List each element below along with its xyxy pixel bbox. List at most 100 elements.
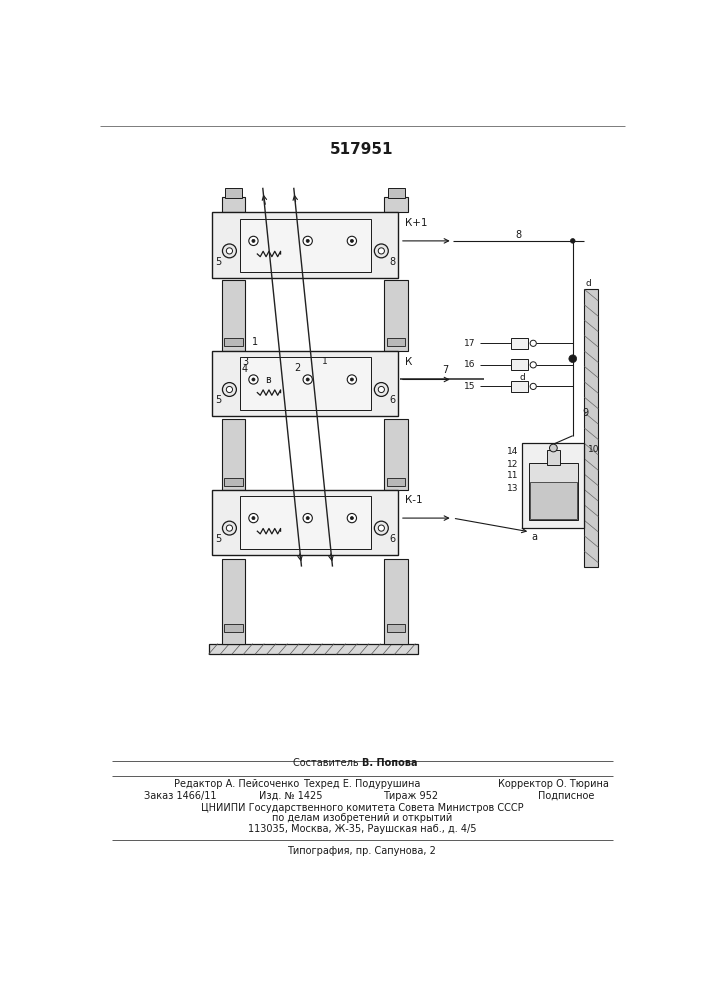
Circle shape (306, 517, 309, 520)
Text: Изд. № 1425: Изд. № 1425 (259, 791, 322, 801)
Text: Техред Е. Подурушина: Техред Е. Подурушина (303, 779, 421, 789)
Text: 8: 8 (515, 230, 522, 240)
Circle shape (351, 239, 354, 242)
Text: 113035, Москва, Ж-35, Раушская наб., д. 4/5: 113035, Москва, Ж-35, Раушская наб., д. … (247, 824, 477, 834)
Circle shape (252, 517, 255, 520)
Text: Корректор О. Тюрина: Корректор О. Тюрина (498, 779, 609, 789)
Circle shape (351, 378, 354, 381)
Text: 6: 6 (389, 395, 395, 405)
Circle shape (303, 375, 312, 384)
Bar (529, 463, 578, 520)
Circle shape (249, 236, 258, 246)
Text: 12: 12 (507, 460, 518, 469)
Text: 6: 6 (389, 534, 395, 544)
Text: К: К (404, 357, 411, 367)
Circle shape (378, 386, 385, 393)
Text: 5: 5 (216, 534, 222, 544)
Circle shape (303, 513, 312, 523)
Bar (224, 624, 243, 632)
Text: В. Попова: В. Попова (362, 758, 417, 768)
Bar (224, 478, 243, 486)
Circle shape (374, 244, 388, 258)
Circle shape (530, 340, 537, 346)
Bar (387, 624, 405, 632)
Bar (387, 188, 404, 198)
Bar (212, 490, 398, 555)
Circle shape (223, 244, 236, 258)
Bar (240, 496, 371, 549)
Bar (224, 338, 243, 346)
Bar (212, 351, 398, 416)
Bar (240, 357, 371, 410)
Text: 11: 11 (507, 471, 518, 480)
Text: a: a (531, 532, 537, 542)
Circle shape (378, 248, 385, 254)
Text: 10: 10 (588, 445, 599, 454)
Text: Составитель: Составитель (293, 758, 362, 768)
Text: d: d (520, 373, 525, 382)
Bar (547, 450, 559, 465)
Circle shape (306, 378, 309, 381)
Circle shape (226, 525, 233, 531)
Circle shape (249, 513, 258, 523)
Circle shape (306, 239, 309, 242)
Circle shape (374, 383, 388, 396)
Text: 9: 9 (582, 408, 588, 418)
Circle shape (252, 239, 255, 242)
Text: 15: 15 (464, 382, 476, 391)
Circle shape (249, 375, 258, 384)
Text: 1: 1 (322, 357, 327, 366)
Circle shape (223, 383, 236, 396)
Bar (222, 419, 245, 490)
Bar (222, 559, 245, 644)
Text: 1: 1 (252, 337, 258, 347)
Text: Тираж 952: Тираж 952 (383, 791, 438, 801)
Text: 5: 5 (216, 257, 222, 267)
Bar (225, 188, 242, 198)
Circle shape (347, 236, 356, 246)
Bar (385, 280, 408, 351)
Circle shape (252, 378, 255, 381)
Text: Редактор А. Пейсоченко: Редактор А. Пейсоченко (174, 779, 299, 789)
Bar (240, 219, 371, 272)
Circle shape (374, 521, 388, 535)
Text: 8: 8 (389, 257, 395, 267)
Text: 14: 14 (507, 447, 518, 456)
Text: ЦНИИПИ Государственного комитета Совета Министров СССР: ЦНИИПИ Государственного комитета Совета … (201, 803, 523, 813)
Text: 517951: 517951 (330, 142, 394, 157)
Bar (510, 381, 528, 392)
Circle shape (571, 239, 575, 243)
Text: в: в (265, 375, 271, 385)
Circle shape (223, 521, 236, 535)
Circle shape (347, 513, 356, 523)
Text: 2: 2 (295, 363, 300, 373)
Text: 13: 13 (507, 484, 518, 493)
Bar (387, 478, 405, 486)
Text: Заказ 1466/11: Заказ 1466/11 (144, 791, 216, 801)
Text: 3: 3 (242, 357, 248, 367)
Text: 16: 16 (464, 360, 476, 369)
Text: Подписное: Подписное (538, 791, 595, 801)
Text: К-1: К-1 (404, 495, 422, 505)
Bar (530, 482, 577, 519)
Circle shape (303, 236, 312, 246)
Circle shape (569, 355, 577, 363)
Circle shape (226, 386, 233, 393)
Circle shape (351, 517, 354, 520)
Text: 17: 17 (464, 339, 476, 348)
Text: по делам изобретений и открытий: по делам изобретений и открытий (271, 813, 452, 823)
Bar (385, 419, 408, 490)
Text: Типография, пр. Сапунова, 2: Типография, пр. Сапунова, 2 (288, 846, 436, 856)
Text: К+1: К+1 (404, 218, 427, 228)
Bar (522, 443, 585, 528)
Circle shape (530, 362, 537, 368)
Text: d: d (585, 279, 591, 288)
Bar (510, 338, 528, 349)
Bar (585, 289, 598, 567)
Bar (387, 338, 405, 346)
Circle shape (530, 383, 537, 390)
Text: 7: 7 (442, 365, 448, 375)
Bar (222, 197, 245, 212)
Text: 5: 5 (216, 395, 222, 405)
Circle shape (226, 248, 233, 254)
